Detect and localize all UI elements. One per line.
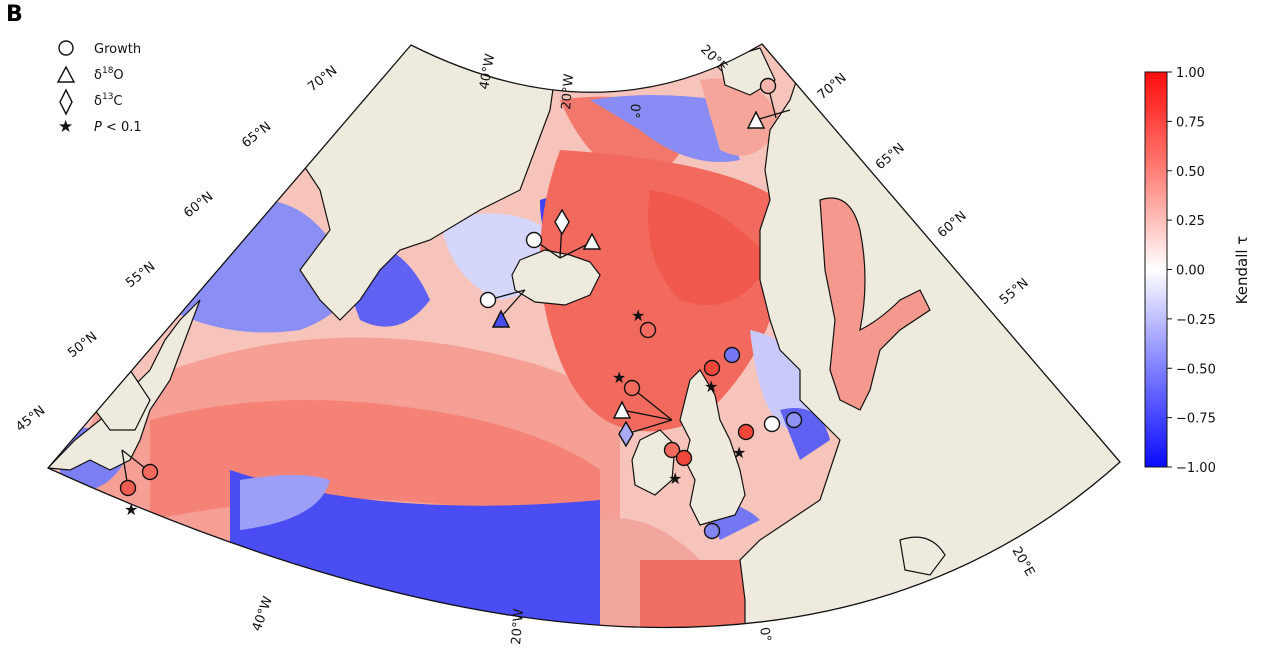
site-svalbard-north [759, 77, 777, 95]
star-north-sea-south: ★ [732, 443, 746, 462]
panel-label: B [6, 2, 23, 27]
star-north-sea: ★ [704, 377, 718, 396]
lat-label-65N-right: 65°N [873, 141, 908, 174]
site-north-sea-south-circle [737, 423, 755, 441]
lat-label-55N-left: 55°N [123, 259, 158, 291]
lon-label-0-bottom: 0° [756, 626, 773, 643]
site-iceland-north-circle [525, 231, 543, 249]
lat-label-60N-left: 60°N [181, 189, 216, 221]
site-faroe-circle [639, 321, 657, 339]
lat-label-65N-left: 65°N [239, 119, 274, 151]
legend-star-icon: ★ [58, 117, 73, 137]
baltic-sea [819, 197, 931, 411]
legend-diamond-icon [59, 88, 73, 116]
star-faroe: ★ [631, 306, 645, 325]
colorbar-tick-label: 1.00 [1176, 66, 1205, 81]
lon-label-0-top: 0° [626, 103, 642, 119]
legend-circle-icon [58, 40, 74, 56]
ireland [631, 429, 676, 496]
site-iceland-west-circle [479, 291, 497, 309]
colorbar-gradient [1144, 71, 1168, 468]
site-scotland-w-diamond [618, 420, 634, 448]
lat-label-70N-left: 70°N [305, 63, 340, 95]
site-markers [119, 77, 803, 540]
colorbar-tick-label: 0.75 [1176, 115, 1205, 130]
colorbar: 1.00 0.75 0.50 0.25 0.00 −0.25 −0.50 −0.75 −1.00… [1144, 66, 1251, 476]
site-irish-sea-circle-1 [663, 441, 681, 459]
lon-label-40W-bottom: 40°W [250, 594, 276, 633]
legend-triangle-icon [56, 65, 76, 83]
star-scotland: ★ [612, 368, 626, 387]
colorbar-tick-label: −0.75 [1176, 412, 1216, 427]
star-irish-sea: ★ [668, 469, 682, 488]
lon-label-40W-top: 40°W [477, 53, 498, 91]
legend-label-d13c: δ13C [94, 92, 123, 109]
site-norway-triangle [746, 110, 766, 129]
lat-label-55N-right: 55°N [997, 276, 1032, 309]
colorbar-title: Kendall τ [1233, 236, 1251, 305]
significance-stars: ★ ★ ★ ★ ★ ★ [124, 306, 746, 519]
site-iceland-north-diamond [554, 208, 570, 236]
site-channel-circle [703, 522, 721, 540]
colorbar-tick-label: 0.25 [1176, 214, 1205, 229]
scandinavia-europe [739, 44, 1120, 628]
star-newfoundland: ★ [124, 500, 138, 519]
lon-label-20W-top: 20°W [559, 73, 577, 110]
legend-label-p: P < 0.1 [94, 120, 142, 135]
site-scotland-w-circle [623, 379, 641, 397]
colorbar-tick-label: −0.25 [1176, 313, 1216, 328]
site-iceland-west-triangle [491, 309, 511, 328]
site-irish-sea-circle-2 [675, 449, 693, 467]
legend-label-growth: Growth [94, 42, 141, 57]
site-newfoundland-circle-1 [119, 479, 137, 497]
lon-label-20W-bottom: 20°W [509, 608, 527, 645]
colorbar-tick-label: −0.50 [1176, 362, 1216, 377]
map-boundary [46, 43, 1121, 629]
colorbar-tick-label: 0.00 [1176, 264, 1205, 279]
site-german-bight-circle-blue [785, 411, 803, 429]
lat-label-45N-left: 45°N [13, 403, 48, 435]
colorbar-tick-label: 0.50 [1176, 165, 1205, 180]
great-britain [679, 369, 746, 526]
colorbar-tick-label: −1.00 [1176, 461, 1216, 476]
site-iceland-north-triangle [582, 232, 602, 250]
legend-label-d18o: δ18O [94, 66, 124, 83]
site-scotland-w-triangle [612, 400, 632, 419]
site-newfoundland-circle-2 [141, 463, 159, 481]
site-german-bight-circle-white [763, 415, 781, 433]
lon-label-20E-bottom: 20°E [1009, 545, 1038, 580]
lat-label-50N-left: 50°N [65, 329, 100, 361]
iceland [511, 249, 601, 306]
site-north-sea-circle-blue [723, 346, 741, 364]
legend: Growth δ18O δ13C ★ P < 0.1 [56, 40, 142, 137]
lat-label-60N-right: 60°N [935, 209, 970, 242]
iberia [899, 536, 946, 576]
lat-label-70N-right: 70°N [815, 71, 850, 104]
site-north-sea-circle-red [703, 359, 721, 377]
